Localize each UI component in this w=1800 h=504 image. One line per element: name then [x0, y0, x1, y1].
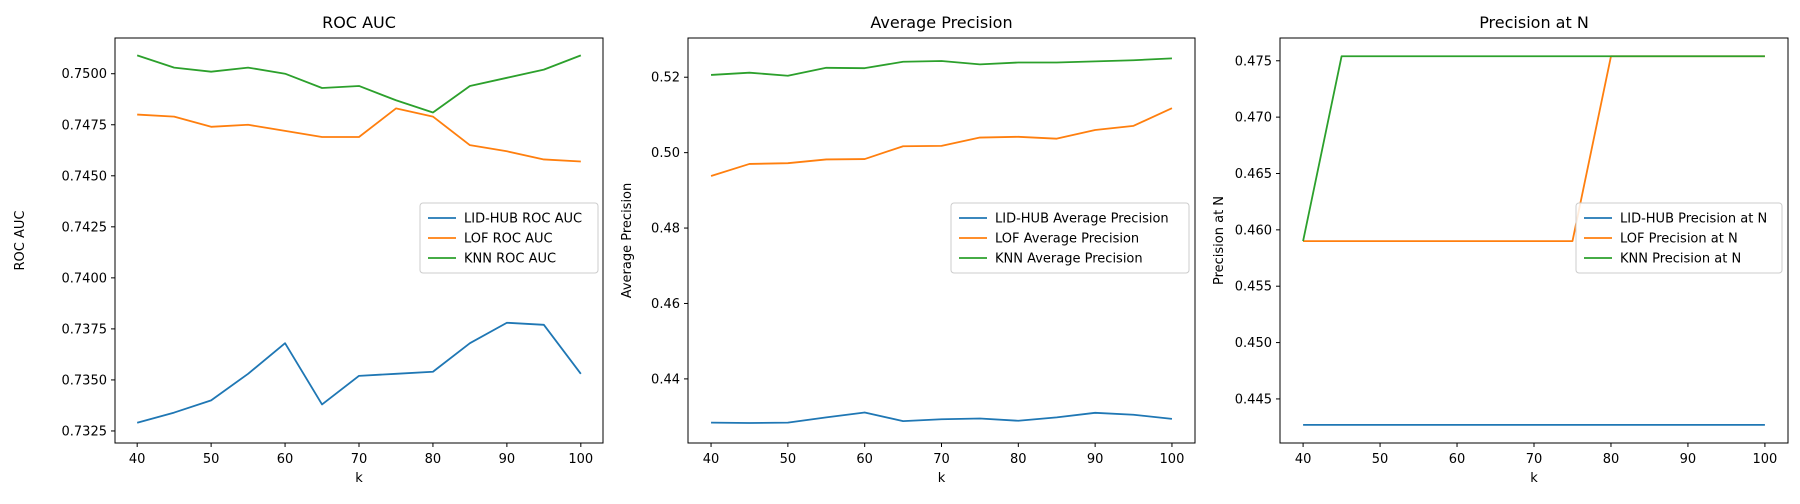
x-tick-label: 70 [351, 452, 368, 467]
x-tick-label: 90 [1087, 452, 1104, 467]
x-axis-label: k [1530, 471, 1538, 486]
x-axis-label: k [938, 471, 946, 486]
y-tick-label: 0.7450 [62, 169, 108, 184]
y-tick-label: 0.48 [651, 222, 680, 237]
series-line-2 [137, 107, 581, 163]
legend-label: LOF ROC AUC [464, 232, 553, 247]
chart-panel-2: 40 50 60 70 80 90 100 0.44 0.46 0.48 0.50 0.52 Avera… [620, 13, 1196, 486]
x-tick-label: 50 [1372, 452, 1389, 467]
x-tick-label: 90 [1680, 452, 1697, 467]
series-line-1 [711, 411, 1173, 424]
y-tick-label: 0.450 [1235, 336, 1272, 351]
x-tick-label: 70 [1526, 452, 1543, 467]
y-tick-label: 0.7375 [62, 322, 108, 337]
y-tick-label: 0.465 [1235, 167, 1272, 182]
legend-label: LID-HUB Average Precision [995, 212, 1169, 227]
series-line-3 [710, 57, 1172, 77]
legend-box [419, 202, 599, 274]
y-tick-label: 0.445 [1235, 392, 1272, 407]
x-tick-label: 100 [568, 452, 593, 467]
y-tick-label: 0.46 [651, 297, 680, 312]
chart-panel-3: 40 50 60 70 80 90 100 0.445 0.450 0.455 0.460 0.465… [1212, 13, 1789, 486]
x-tick-label: 40 [129, 452, 146, 467]
y-axis-label: ROC AUC [13, 211, 28, 271]
y-tick-label: 0.7475 [62, 118, 108, 133]
x-tick-label: 100 [1160, 452, 1185, 467]
legend: LID-HUB Average Precision LOF Average Pre… [950, 202, 1190, 274]
legend: LID-HUB Precision at N LOF Precision at N… [1575, 202, 1783, 274]
x-tick-label: 80 [425, 452, 442, 467]
y-axis-label: Precision at N [1212, 196, 1227, 285]
y-tick-label: 0.7425 [62, 220, 108, 235]
y-tick-label: 0.7400 [62, 271, 108, 286]
chart-title: ROC AUC [322, 13, 396, 32]
legend-label: LOF Precision at N [1620, 232, 1738, 247]
legend-label: LID-HUB Precision at N [1620, 212, 1767, 227]
series-line-2 [710, 107, 1173, 177]
x-tick-label: 100 [1752, 452, 1777, 467]
x-tick-label: 80 [1010, 452, 1027, 467]
x-tick-label: 40 [703, 452, 720, 467]
legend-label: KNN Average Precision [995, 252, 1143, 267]
y-tick-label: 0.460 [1235, 223, 1272, 238]
x-tick-label: 80 [1603, 452, 1620, 467]
y-tick-label: 0.455 [1235, 280, 1272, 295]
chart-title: Precision at N [1479, 13, 1589, 32]
series-line-1 [136, 321, 582, 424]
legend-label: KNN ROC AUC [464, 252, 556, 267]
y-tick-label: 0.7325 [62, 424, 108, 439]
x-tick-label: 60 [1449, 452, 1466, 467]
x-tick-label: 40 [1295, 452, 1312, 467]
x-tick-label: 70 [933, 452, 950, 467]
y-axis-label: Average Precision [620, 183, 635, 299]
chart-title: Average Precision [870, 13, 1012, 32]
y-tick-label: 0.470 [1235, 111, 1272, 126]
x-axis-label: k [355, 471, 363, 486]
x-tick-label: 60 [277, 452, 294, 467]
legend: LID-HUB ROC AUC LOF ROC AUC KNN ROC AUC [419, 202, 599, 274]
series-line-3 [136, 54, 582, 114]
x-tick-label: 50 [780, 452, 797, 467]
chart-panel-1: 40 50 60 70 80 90 100 0.7325 0.7350 0.7375 0.7400 0… [13, 13, 604, 486]
legend-label: LOF Average Precision [995, 232, 1139, 247]
legend-box [950, 202, 1190, 274]
y-tick-label: 0.7350 [62, 373, 108, 388]
x-tick-label: 60 [856, 452, 873, 467]
y-tick-label: 0.44 [651, 372, 680, 387]
legend-label: KNN Precision at N [1620, 252, 1741, 267]
series-line-3 [1302, 55, 1765, 242]
y-tick-label: 0.475 [1235, 54, 1272, 69]
legend-label: LID-HUB ROC AUC [464, 212, 582, 227]
x-tick-label: 90 [499, 452, 516, 467]
x-tick-label: 50 [203, 452, 220, 467]
y-tick-label: 0.52 [651, 71, 680, 86]
legend-box [1575, 202, 1783, 274]
y-tick-label: 0.7500 [62, 67, 108, 82]
y-tick-label: 0.50 [651, 146, 680, 161]
